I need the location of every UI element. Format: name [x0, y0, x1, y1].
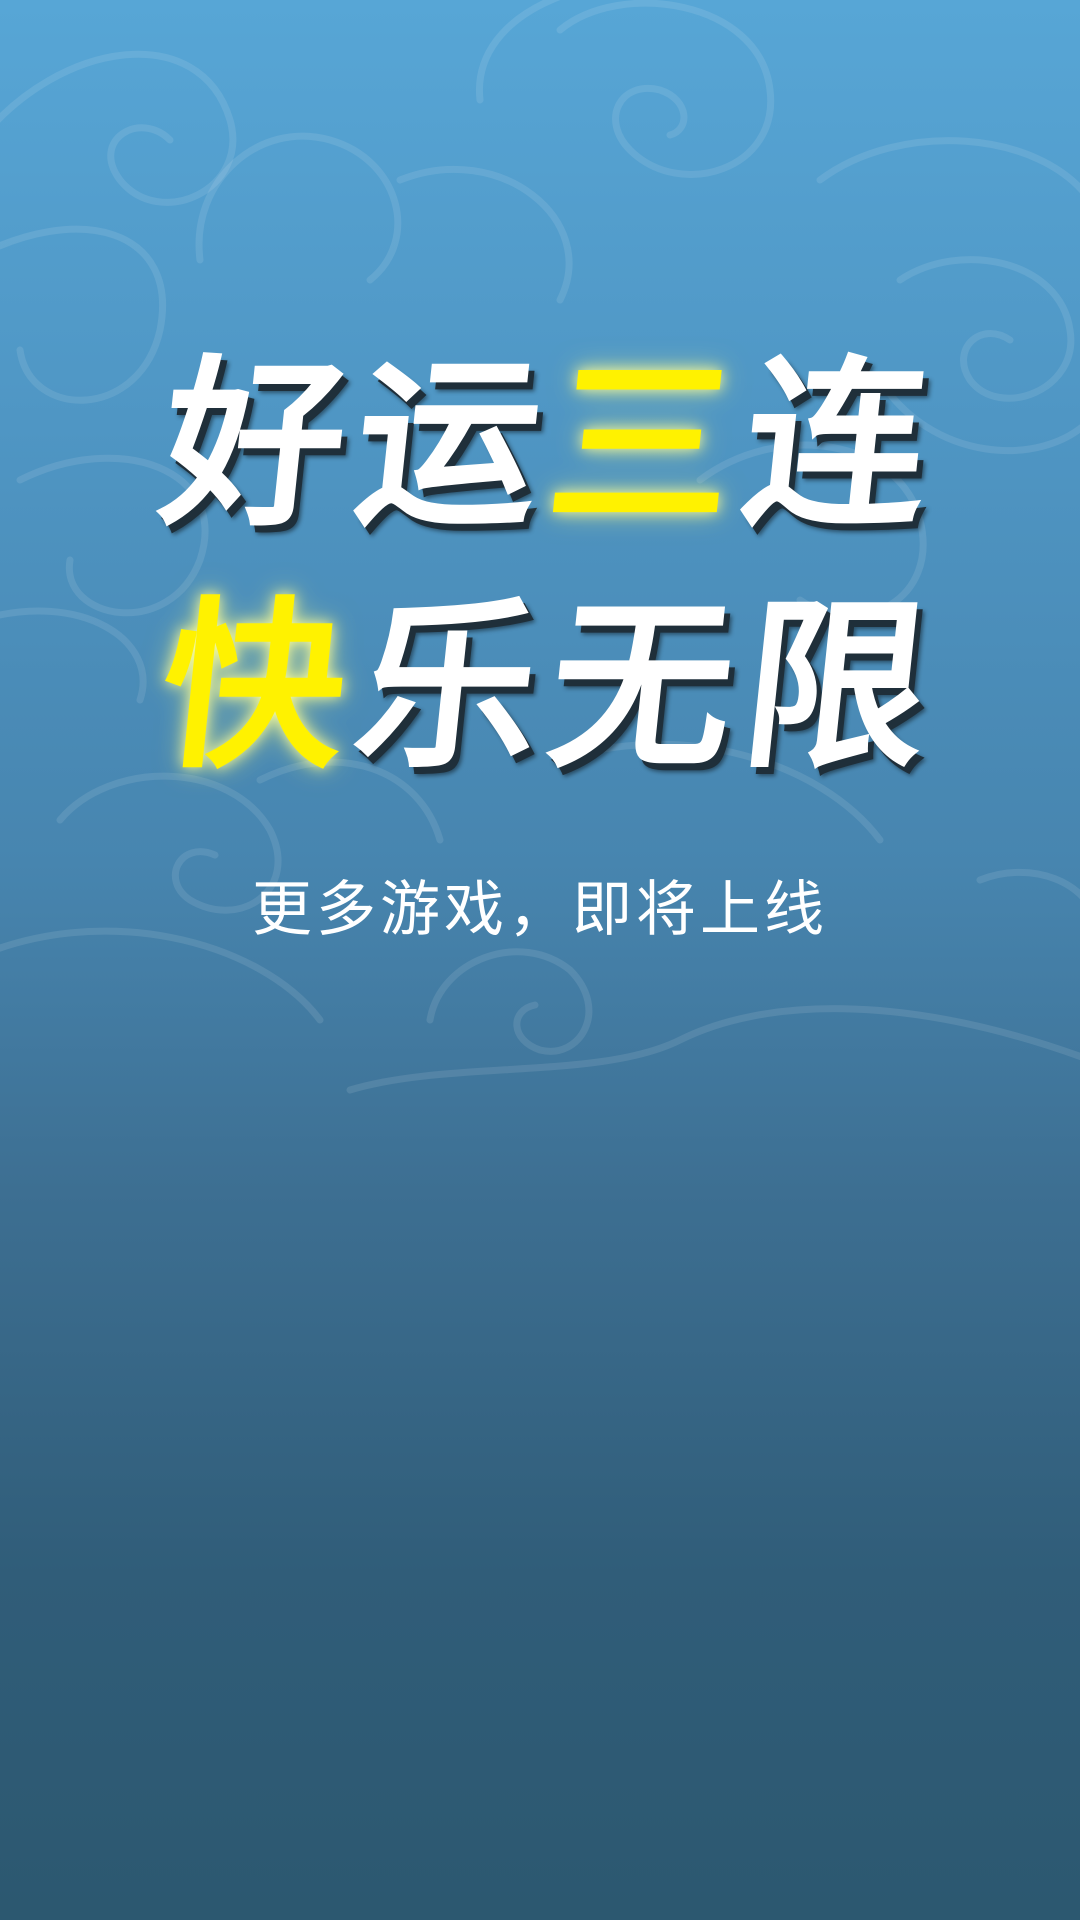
headline-char: 连 [733, 339, 939, 551]
headline-char: 无 [539, 581, 745, 793]
headline-line-2: 快 乐 无 限 [0, 581, 1080, 793]
headline-char: 好 [151, 339, 357, 551]
coming-soon-subtitle: 更多游戏，即将上线 [252, 875, 828, 945]
headline-line-1: 好 运 三 连 [0, 339, 1080, 551]
headline-char-accent: 快 [151, 581, 357, 793]
headline-char: 运 [345, 339, 551, 551]
headline-char: 乐 [345, 581, 551, 793]
headline-char: 限 [733, 581, 939, 793]
headline-char-accent: 三 [539, 339, 745, 551]
